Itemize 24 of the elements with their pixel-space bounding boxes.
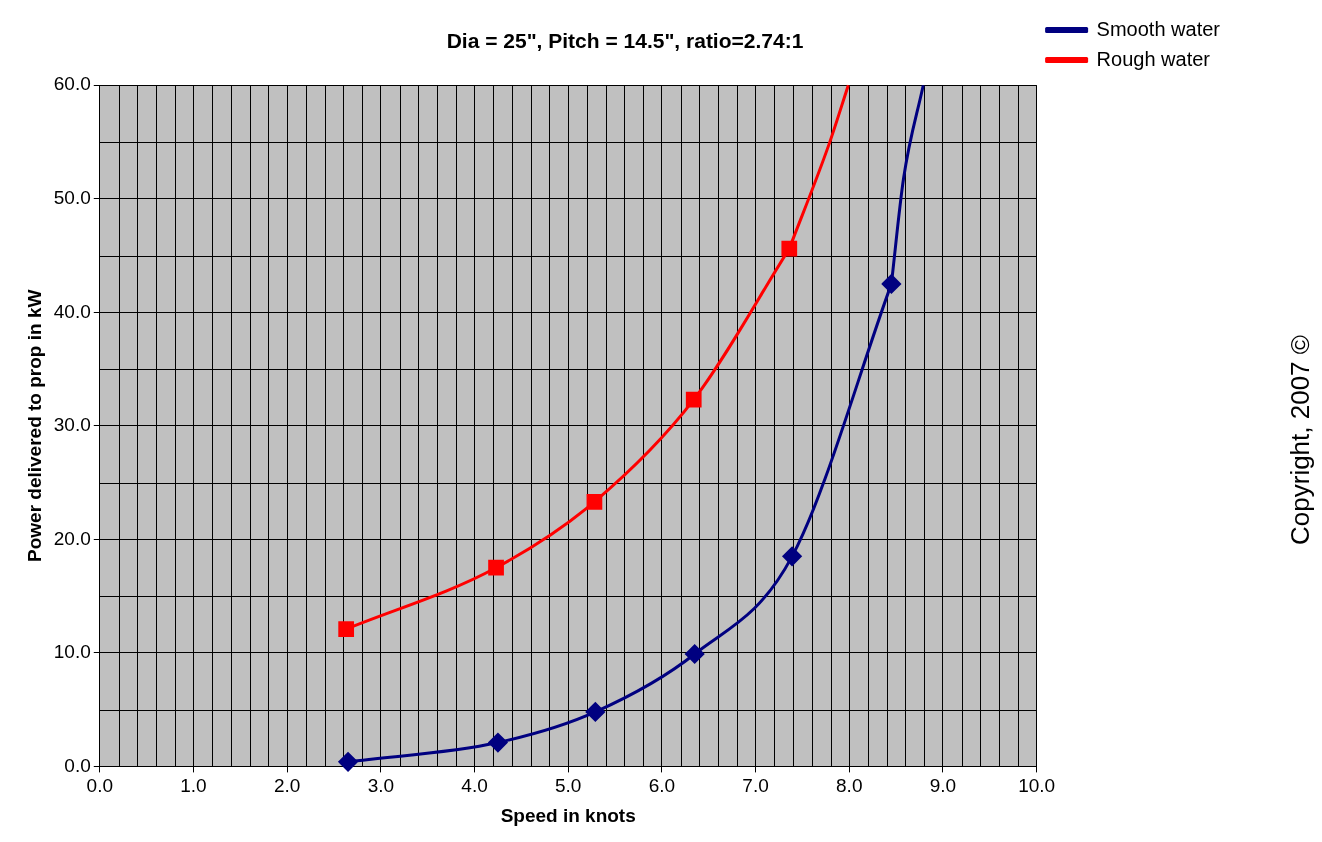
y-tick-label: 0.0 (64, 754, 91, 776)
y-tick-label: 50.0 (53, 186, 91, 208)
chart-title: Dia = 25", Pitch = 14.5", ratio=2.74:1 (446, 29, 804, 53)
legend-label: Rough water (1096, 47, 1211, 70)
legend-label: Smooth water (1096, 17, 1221, 40)
x-tick-label: 2.0 (273, 775, 301, 797)
x-tick-label: 4.0 (461, 775, 488, 797)
y-tick-label: 10.0 (53, 641, 91, 663)
y-tick-label: 30.0 (53, 414, 91, 436)
y-tick-label: 20.0 (53, 527, 91, 549)
y-axis-title: Power delivered to prop in kW (23, 289, 45, 562)
x-tick-label: 10.0 (1018, 775, 1056, 797)
x-tick-label: 1.0 (180, 775, 207, 797)
x-tick-label: 0.0 (86, 775, 113, 797)
y-tick-label: 60.0 (53, 73, 91, 95)
x-tick-label: 5.0 (554, 775, 582, 797)
text: Copyright, 2007 © (1284, 335, 1316, 545)
x-tick-label: 8.0 (836, 775, 863, 797)
x-tick-label: 9.0 (929, 775, 957, 797)
x-tick-label: 7.0 (742, 775, 769, 797)
x-tick-label: 3.0 (367, 775, 395, 797)
y-tick-label: 40.0 (53, 300, 91, 322)
x-axis-title: Speed in knots (500, 804, 636, 826)
x-tick-label: 6.0 (648, 775, 676, 797)
